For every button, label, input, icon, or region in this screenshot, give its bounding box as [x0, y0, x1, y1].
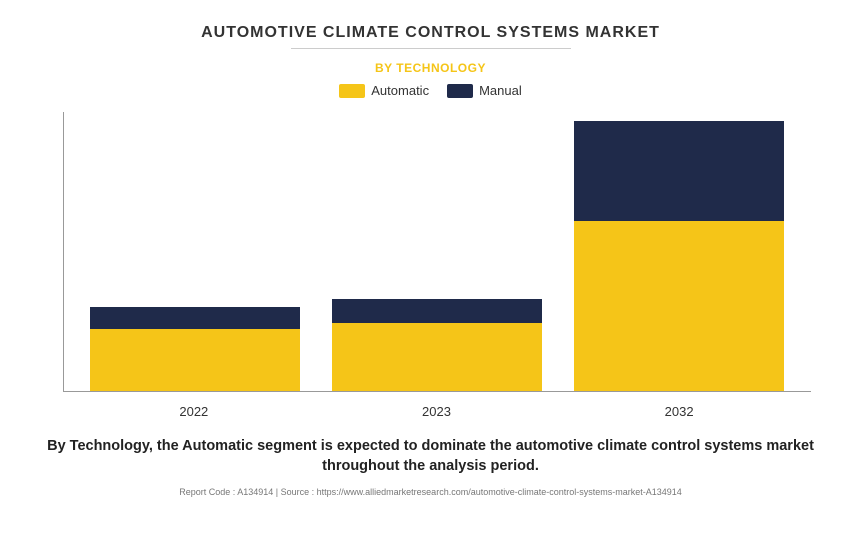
legend-item-automatic: Automatic [339, 83, 429, 98]
chart-container: AUTOMOTIVE CLIMATE CONTROL SYSTEMS MARKE… [0, 0, 861, 557]
stack-2022 [90, 307, 300, 391]
bars-group [64, 112, 811, 391]
legend-label-automatic: Automatic [371, 83, 429, 98]
report-code: Report Code : A134914 [179, 487, 273, 497]
stack-2023 [332, 299, 542, 391]
seg-2032-manual [574, 121, 784, 221]
footer-sep: | [273, 487, 280, 497]
stack-2032 [574, 121, 784, 391]
legend-item-manual: Manual [447, 83, 522, 98]
bar-2022 [90, 112, 300, 391]
x-label-2023: 2023 [331, 398, 541, 422]
seg-2032-automatic [574, 221, 784, 391]
source-text: Source : https://www.alliedmarketresearc… [281, 487, 682, 497]
chart-caption: By Technology, the Automatic segment is … [41, 436, 821, 477]
plot-area [63, 112, 811, 392]
seg-2022-automatic [90, 329, 300, 391]
bar-2023 [332, 112, 542, 391]
x-axis-labels: 2022 2023 2032 [63, 398, 811, 422]
swatch-manual [447, 84, 473, 98]
chart-subtitle: BY TECHNOLOGY [375, 61, 486, 75]
chart-area: 2022 2023 2032 [51, 112, 811, 422]
legend-label-manual: Manual [479, 83, 522, 98]
x-label-2032: 2032 [574, 398, 784, 422]
legend: Automatic Manual [339, 83, 521, 98]
seg-2023-manual [332, 299, 542, 323]
title-divider [291, 48, 571, 49]
x-label-2022: 2022 [89, 398, 299, 422]
bar-2032 [574, 112, 784, 391]
chart-title: AUTOMOTIVE CLIMATE CONTROL SYSTEMS MARKE… [201, 24, 660, 42]
seg-2023-automatic [332, 323, 542, 391]
seg-2022-manual [90, 307, 300, 329]
footer-line: Report Code : A134914 | Source : https:/… [179, 487, 682, 497]
swatch-automatic [339, 84, 365, 98]
